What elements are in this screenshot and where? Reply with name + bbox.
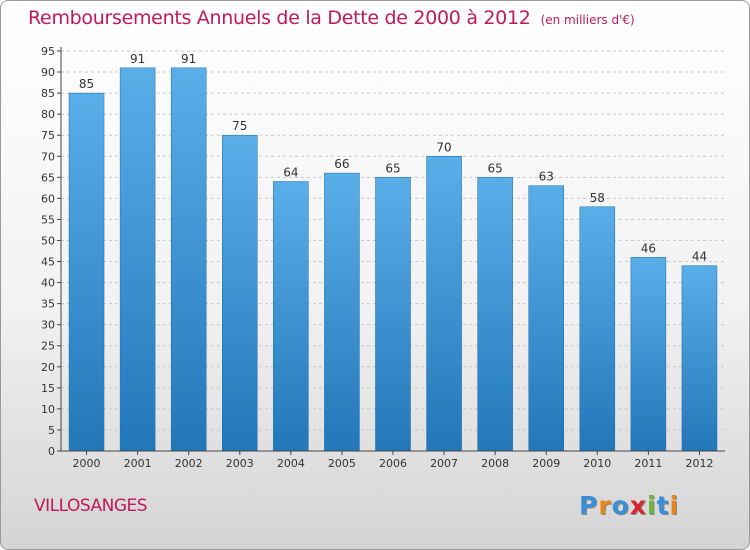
commune-name: VILLOSANGES [34, 496, 148, 516]
bar [375, 177, 411, 452]
data-label: 58 [590, 191, 605, 205]
logo-letter: o [611, 491, 630, 520]
y-tick-label: 15 [41, 382, 55, 395]
chart-title: Remboursements Annuels de la Dette de 20… [28, 7, 635, 29]
data-label: 63 [539, 170, 554, 184]
data-label: 91 [130, 52, 145, 66]
y-tick-labels: 0 5 10 15 20 25 30 35 40 45 50 55 60 65 70 75 80 85 90 95 [41, 45, 61, 458]
y-tick-label: 65 [41, 171, 55, 184]
y-tick-label: 10 [41, 403, 55, 416]
y-tick-label: 30 [41, 319, 55, 332]
y-tick-label: 0 [48, 445, 55, 458]
x-tick-label: 2008 [481, 457, 509, 470]
y-tick-label: 25 [41, 340, 55, 353]
x-tick-label: 2009 [532, 457, 560, 470]
x-tick-label: 2012 [685, 457, 713, 470]
data-label: 65 [488, 161, 503, 175]
x-tick-label: 2000 [73, 457, 101, 470]
bar [528, 185, 564, 452]
bar [68, 92, 105, 452]
data-label: 70 [436, 140, 451, 154]
data-label: 85 [79, 77, 94, 91]
logo-letter: i [647, 491, 657, 520]
y-tick-label: 50 [41, 234, 55, 247]
x-tick-label: 2007 [430, 457, 458, 470]
data-label: 65 [385, 161, 400, 175]
logo-letter: t [656, 491, 670, 520]
y-tick-label: 40 [41, 277, 55, 290]
logo-letter: P [579, 491, 599, 520]
data-label: 64 [283, 166, 298, 180]
data-label: 75 [232, 119, 247, 133]
y-tick-label: 85 [41, 87, 55, 100]
logo-letter: r [598, 491, 612, 520]
logo-letter: i [669, 491, 680, 520]
chart-subtitle: (en milliers d'€) [540, 13, 635, 27]
y-tick-label: 45 [41, 256, 55, 269]
proxiti-logo: Proxiti [579, 491, 679, 520]
y-tick-label: 20 [41, 361, 55, 374]
x-tick-label: 2004 [277, 457, 305, 470]
bar [477, 177, 513, 452]
bar [119, 67, 156, 452]
bar [630, 257, 667, 452]
x-tick-labels: 2000 2001 2002 2003 2004 2005 2006 2007 2008 2009… [73, 451, 713, 470]
y-tick-label: 55 [41, 213, 55, 226]
data-label: 46 [641, 241, 656, 255]
x-tick-label: 2003 [226, 457, 254, 470]
data-label: 66 [334, 157, 349, 171]
x-tick-label: 2002 [175, 457, 203, 470]
bar [222, 134, 258, 452]
y-tick-label: 90 [41, 66, 55, 79]
y-tick-label: 5 [48, 424, 55, 437]
bar [170, 67, 207, 452]
bar [579, 206, 616, 452]
x-tick-label: 2005 [328, 457, 356, 470]
x-tick-label: 2001 [124, 457, 152, 470]
y-tick-label: 75 [41, 129, 55, 142]
data-label: 91 [181, 52, 196, 66]
bars [68, 67, 718, 452]
x-tick-label: 2010 [583, 457, 611, 470]
bar [273, 181, 309, 452]
data-labels: 85 91 91 75 64 66 65 70 65 63 58 46 44 [79, 52, 707, 264]
y-tick-label: 60 [41, 192, 55, 205]
y-tick-label: 95 [41, 45, 55, 58]
x-tick-label: 2006 [379, 457, 407, 470]
y-tick-label: 35 [41, 298, 55, 311]
y-tick-label: 70 [41, 150, 55, 163]
bar [426, 156, 462, 452]
bar [324, 172, 360, 452]
bar [681, 265, 718, 452]
chart-title-text: Remboursements Annuels de la Dette de 20… [28, 7, 531, 29]
data-label: 44 [692, 250, 707, 264]
y-tick-label: 80 [41, 108, 55, 121]
logo-letter: x [629, 491, 647, 520]
x-tick-label: 2011 [634, 457, 662, 470]
